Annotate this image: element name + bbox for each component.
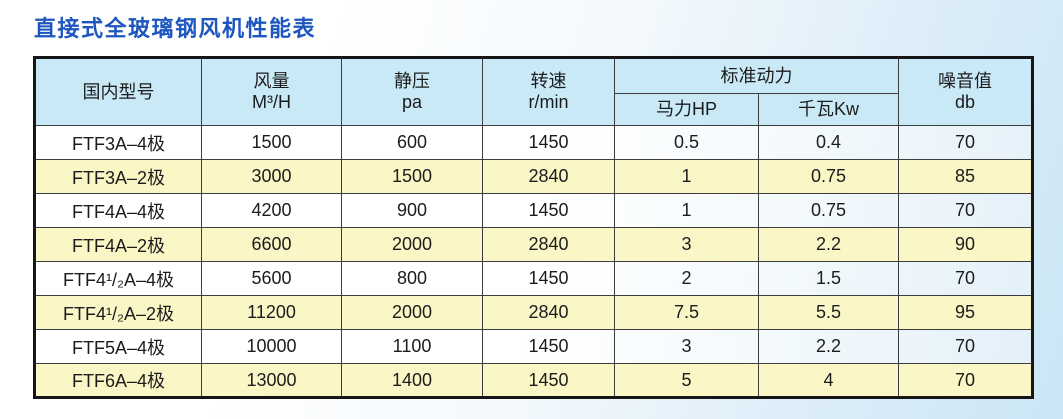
table-body: FTF3A–4极 1500 600 1450 0.5 0.4 70 FTF3A–2极 3000 1…: [34, 125, 1033, 398]
cell-airflow: 3000: [201, 159, 342, 194]
cell-pressure: 900: [341, 193, 483, 228]
fan-performance-table: 国内型号 风量 M³/H 静压 pa 转速 r/min 标准动力 噪音值 db: [33, 56, 1034, 399]
cell-model: FTF4¹/₂A–4极: [34, 261, 202, 296]
cell-noise: 70: [898, 261, 1033, 296]
cell-hp: 5: [614, 363, 759, 398]
header-static-pressure: 静压 pa: [341, 57, 483, 126]
cell-speed: 1450: [482, 261, 615, 296]
header-noise: 噪音值 db: [898, 57, 1033, 126]
cell-speed: 1450: [482, 125, 615, 160]
cell-hp: 3: [614, 329, 759, 364]
cell-pressure: 1500: [341, 159, 483, 194]
header-static-pressure-label: 静压: [394, 71, 430, 91]
cell-speed: 2840: [482, 295, 615, 330]
cell-model: FTF3A–2极: [34, 159, 202, 194]
cell-noise: 70: [898, 125, 1033, 160]
cell-kw: 2.2: [758, 227, 899, 262]
cell-airflow: 11200: [201, 295, 342, 330]
cell-hp: 1: [614, 159, 759, 194]
cell-speed: 2840: [482, 227, 615, 262]
cell-airflow: 4200: [201, 193, 342, 228]
table-row: FTF4¹/₂A–4极 5600 800 1450 2 1.5 70: [34, 261, 1033, 296]
table-row: FTF6A–4极 13000 1400 1450 5 4 70: [34, 363, 1033, 398]
header-speed-unit: r/min: [528, 92, 569, 112]
cell-airflow: 1500: [201, 125, 342, 160]
table-header: 国内型号 风量 M³/H 静压 pa 转速 r/min 标准动力 噪音值 db: [34, 57, 1033, 126]
table-row: FTF3A–4极 1500 600 1450 0.5 0.4 70: [34, 125, 1033, 160]
cell-model: FTF4A–2极: [34, 227, 202, 262]
header-model-label: 国内型号: [82, 81, 155, 102]
cell-pressure: 800: [341, 261, 483, 296]
cell-pressure: 1400: [341, 363, 483, 398]
header-airflow-unit: M³/H: [252, 92, 291, 112]
cell-pressure: 600: [341, 125, 483, 160]
page-title: 直接式全玻璃钢风机性能表: [34, 16, 317, 41]
cell-kw: 0.4: [758, 125, 899, 160]
header-airflow-label: 风量: [253, 71, 290, 91]
header-horsepower: 马力HP: [614, 93, 759, 126]
cell-hp: 7.5: [614, 295, 759, 330]
cell-pressure: 2000: [341, 295, 483, 330]
header-speed-label: 转速: [530, 71, 567, 91]
cell-noise: 70: [898, 193, 1033, 228]
cell-kw: 1.5: [758, 261, 899, 296]
cell-kw: 0.75: [758, 193, 899, 228]
header-airflow: 风量 M³/H: [201, 57, 342, 126]
header-speed: 转速 r/min: [482, 57, 615, 126]
header-row-sub: 马力HP 千瓦Kw: [35, 93, 1033, 126]
cell-hp: 2: [614, 261, 759, 296]
cell-kw: 5.5: [758, 295, 899, 330]
cell-model: FTF3A–4极: [34, 125, 202, 160]
header-noise-label: 噪音值: [938, 71, 992, 91]
cell-kw: 0.75: [758, 159, 899, 194]
cell-speed: 1450: [482, 363, 615, 398]
header-model: 国内型号: [34, 57, 202, 126]
cell-pressure: 2000: [341, 227, 483, 262]
cell-hp: 1: [614, 193, 759, 228]
cell-model: FTF4¹/₂A–2极: [34, 295, 202, 330]
header-kilowatt: 千瓦Kw: [758, 93, 899, 126]
cell-model: FTF5A–4极: [34, 329, 202, 364]
cell-pressure: 1100: [341, 329, 483, 364]
cell-noise: 90: [898, 227, 1033, 262]
cell-speed: 1450: [482, 329, 615, 364]
cell-noise: 85: [898, 159, 1033, 194]
cell-hp: 0.5: [614, 125, 759, 160]
cell-kw: 2.2: [758, 329, 899, 364]
cell-model: FTF4A–4极: [34, 193, 202, 228]
header-noise-unit: db: [954, 92, 976, 112]
cell-noise: 70: [898, 329, 1033, 364]
cell-model: FTF6A–4极: [34, 363, 202, 398]
table-row: FTF3A–2极 3000 1500 2840 1 0.75 85: [34, 159, 1033, 194]
header-static-pressure-unit: pa: [401, 92, 423, 112]
cell-kw: 4: [758, 363, 899, 398]
table-row: FTF4A–2极 6600 2000 2840 3 2.2 90: [34, 227, 1033, 262]
cell-airflow: 10000: [201, 329, 342, 364]
cell-noise: 95: [898, 295, 1033, 330]
cell-airflow: 6600: [201, 227, 342, 262]
table-row: FTF4¹/₂A–2极 11200 2000 2840 7.5 5.5 95: [34, 295, 1033, 330]
cell-hp: 3: [614, 227, 759, 262]
table-row: FTF5A–4极 10000 1100 1450 3 2.2 70: [34, 329, 1033, 364]
header-row-top: 国内型号 风量 M³/H 静压 pa 转速 r/min 标准动力 噪音值 db: [34, 57, 1033, 126]
cell-speed: 2840: [482, 159, 615, 194]
cell-noise: 70: [898, 363, 1033, 398]
header-standard-power: 标准动力: [614, 57, 899, 94]
cell-airflow: 13000: [201, 363, 342, 398]
cell-airflow: 5600: [201, 261, 342, 296]
table-row: FTF4A–4极 4200 900 1450 1 0.75 70: [34, 193, 1033, 228]
cell-speed: 1450: [482, 193, 615, 228]
